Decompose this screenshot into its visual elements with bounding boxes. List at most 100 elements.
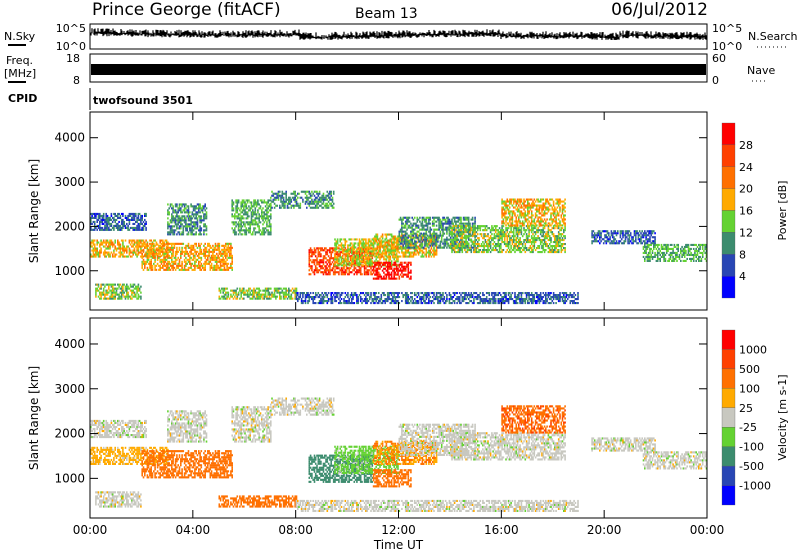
echo-cell: [386, 263, 389, 266]
echo-cell: [447, 242, 449, 245]
echo-cell: [133, 222, 136, 225]
echo-cell: [240, 291, 242, 294]
echo-cell: [113, 243, 115, 246]
echo-cell: [352, 251, 354, 254]
echo-cell: [507, 243, 510, 246]
echo-cell: [353, 256, 356, 259]
echo-cell: [502, 233, 505, 236]
nsearch-tick-high: 10^5: [712, 22, 742, 35]
echo-cell: [120, 218, 123, 221]
echo-cell: [133, 247, 136, 250]
echo-cell: [372, 239, 375, 242]
echo-cell: [421, 240, 424, 243]
echo-cell: [352, 262, 354, 265]
echo-cell: [509, 249, 511, 252]
echo-cell: [203, 268, 205, 271]
echo-cell: [484, 227, 487, 230]
echo-cell: [349, 238, 352, 241]
echo-cell: [104, 218, 106, 221]
echo-cell: [168, 242, 170, 245]
echo-cell: [195, 223, 197, 226]
echo-cell: [176, 215, 178, 218]
echo-cell: [318, 253, 321, 256]
echo-cell: [104, 297, 106, 300]
echo-cell: [108, 253, 110, 256]
echo-cell: [172, 242, 174, 245]
echo-cell: [466, 251, 469, 254]
echo-cell: [388, 275, 390, 278]
echo-cell: [187, 225, 190, 228]
echo-cell: [457, 251, 460, 254]
echo-cell: [410, 226, 412, 229]
echo-cell: [448, 224, 451, 227]
echo-cell: [171, 246, 173, 249]
echo-cell: [237, 293, 240, 296]
echo-cell: [340, 271, 343, 274]
echo-cell: [393, 273, 395, 276]
echo-cell: [408, 220, 411, 223]
echo-cell: [516, 233, 519, 236]
echo-cell: [394, 245, 397, 248]
echo-cell: [218, 287, 221, 290]
echo-cell: [365, 264, 367, 267]
echo-cell: [264, 231, 267, 234]
echo-cell: [480, 233, 483, 236]
echo-cell: [178, 205, 181, 208]
echo-cell: [424, 220, 426, 223]
echo-cell: [168, 248, 170, 251]
echo-cell: [425, 222, 428, 225]
echo-cell: [484, 239, 487, 242]
echo-cell: [385, 233, 388, 236]
echo-cell: [519, 247, 521, 250]
echo-cell: [403, 251, 406, 254]
echo-cell: [408, 240, 411, 243]
echo-cell: [180, 203, 182, 206]
echo-cell: [322, 196, 325, 199]
echo-cell: [487, 239, 489, 242]
echo-cell: [182, 219, 185, 222]
echo-cell: [516, 227, 519, 230]
echo-cell: [95, 287, 97, 290]
echo-cell: [403, 253, 406, 256]
echo-cell: [532, 241, 534, 244]
echo-cell: [172, 231, 174, 234]
echo-cell: [95, 293, 97, 296]
echo-cell: [145, 212, 147, 215]
echo-cell: [406, 265, 408, 268]
echo-cell: [263, 295, 266, 298]
echo-cell: [230, 254, 232, 257]
echo-cell: [100, 287, 102, 290]
echo-cell: [189, 229, 191, 232]
echo-cell: [381, 244, 384, 247]
echo-cell: [137, 222, 140, 225]
echo-cell: [401, 249, 403, 252]
echo-cell: [177, 211, 179, 214]
echo-cell: [446, 236, 448, 239]
echo-cell: [388, 241, 390, 244]
echo-cell: [493, 241, 496, 244]
echo-cell: [204, 260, 206, 263]
echo-cell: [93, 239, 96, 242]
echo-cell: [284, 206, 286, 209]
echo-cell: [91, 214, 93, 217]
echo-cell: [446, 216, 448, 219]
echo-cell: [231, 262, 233, 265]
echo-cell: [383, 271, 385, 274]
echo-cell: [527, 235, 529, 238]
echo-cell: [416, 226, 419, 229]
echo-cell: [422, 216, 425, 219]
echo-cell: [406, 243, 408, 246]
echo-cell: [266, 229, 268, 232]
echo-cell: [403, 242, 406, 245]
echo-cell: [237, 199, 240, 202]
echo-cell: [370, 242, 372, 245]
echo-cell: [451, 218, 453, 221]
echo-cell: [496, 229, 498, 232]
echo-cell: [431, 244, 434, 247]
echo-cell: [420, 249, 422, 252]
echo-cell: [203, 254, 205, 257]
echo-cell: [105, 212, 107, 215]
echo-cell: [114, 247, 116, 250]
echo-cell: [205, 211, 208, 214]
echo-cell: [529, 245, 532, 248]
